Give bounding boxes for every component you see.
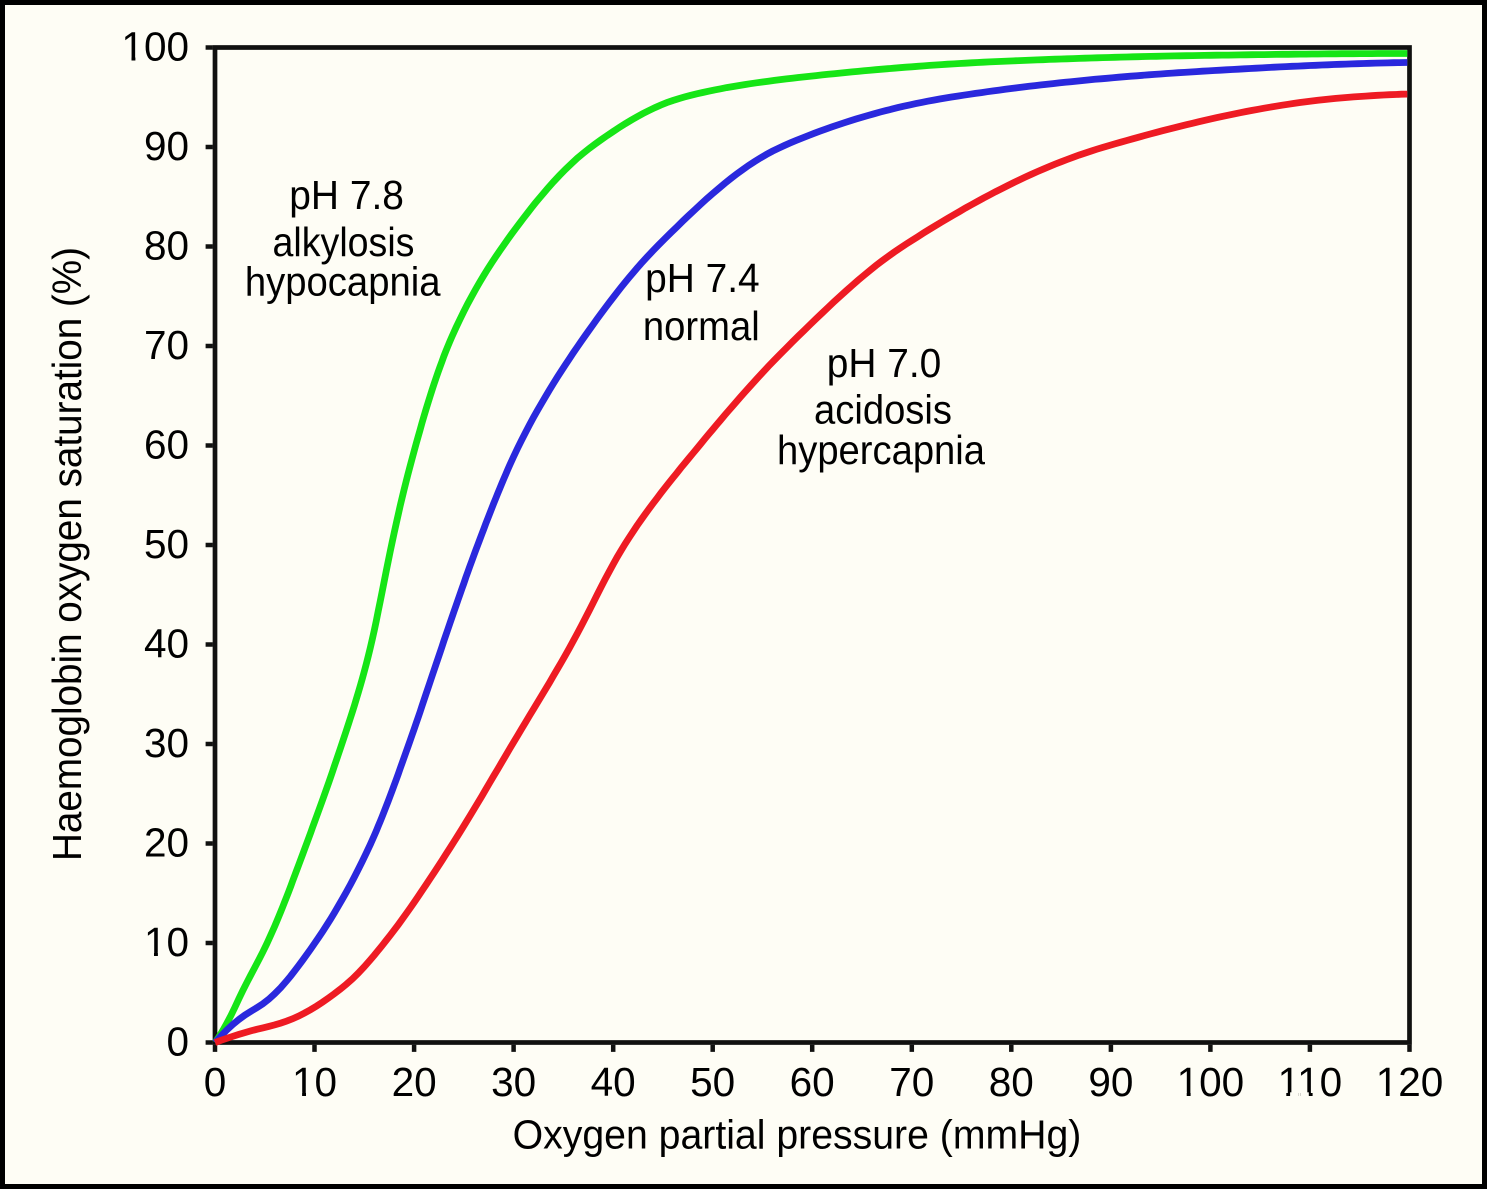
svg-text:100: 100 bbox=[1177, 1059, 1245, 1105]
svg-text:0: 0 bbox=[166, 1018, 189, 1064]
svg-text:70: 70 bbox=[144, 322, 189, 368]
svg-text:30: 30 bbox=[491, 1059, 536, 1105]
svg-text:90: 90 bbox=[144, 123, 189, 169]
svg-text:40: 40 bbox=[144, 620, 189, 666]
svg-text:90: 90 bbox=[1088, 1059, 1133, 1105]
svg-text:60: 60 bbox=[790, 1059, 835, 1105]
svg-text:80: 80 bbox=[144, 222, 189, 268]
svg-text:70: 70 bbox=[889, 1059, 934, 1105]
svg-text:hypocapnia: hypocapnia bbox=[245, 259, 441, 305]
svg-text:normal: normal bbox=[643, 303, 760, 349]
svg-text:100: 100 bbox=[121, 23, 189, 69]
svg-text:20: 20 bbox=[144, 819, 189, 865]
svg-text:60: 60 bbox=[144, 421, 189, 467]
svg-text:Haemoglobin oxygen saturation: Haemoglobin oxygen saturation (%) bbox=[44, 247, 90, 861]
svg-text:50: 50 bbox=[144, 521, 189, 567]
svg-text:20: 20 bbox=[392, 1059, 437, 1105]
svg-text:0: 0 bbox=[204, 1059, 227, 1105]
svg-text:30: 30 bbox=[144, 720, 189, 766]
svg-text:Oxygen partial pressure (mmHg): Oxygen partial pressure (mmHg) bbox=[513, 1112, 1082, 1158]
svg-text:hypercapnia: hypercapnia bbox=[777, 427, 985, 473]
svg-text:pH 7.8: pH 7.8 bbox=[289, 172, 404, 218]
svg-text:alkylosis: alkylosis bbox=[273, 219, 415, 265]
svg-text:10: 10 bbox=[144, 919, 189, 965]
svg-text:acidosis: acidosis bbox=[814, 386, 952, 432]
svg-text:10: 10 bbox=[292, 1059, 337, 1105]
svg-text:40: 40 bbox=[591, 1059, 636, 1105]
svg-text:110: 110 bbox=[1278, 1059, 1343, 1105]
svg-text:120: 120 bbox=[1376, 1059, 1444, 1105]
svg-text:pH 7.0: pH 7.0 bbox=[827, 340, 942, 386]
svg-text:pH 7.4: pH 7.4 bbox=[645, 255, 760, 301]
svg-text:80: 80 bbox=[989, 1059, 1034, 1105]
svg-text:50: 50 bbox=[690, 1059, 735, 1105]
